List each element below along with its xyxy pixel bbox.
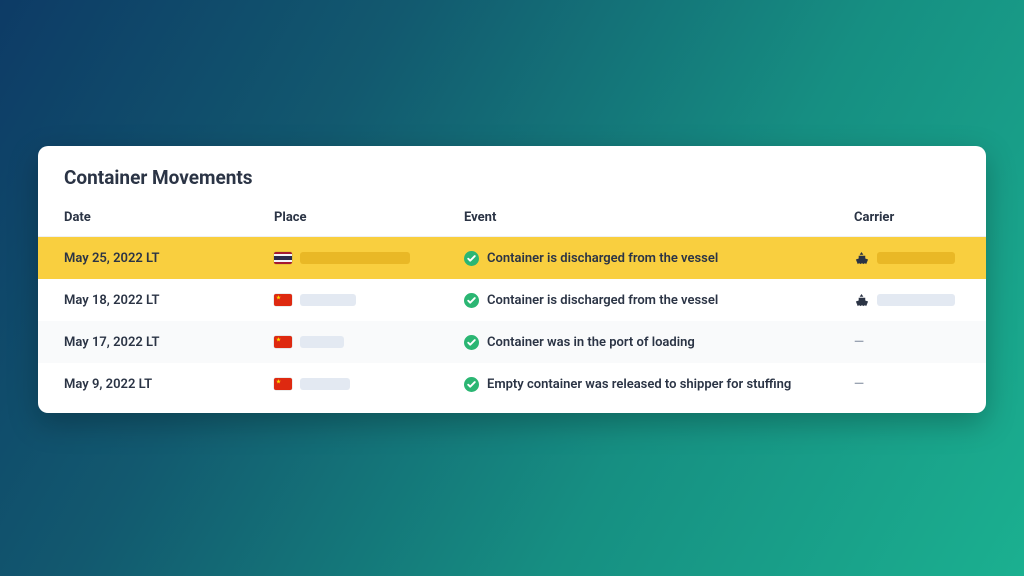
ship-icon (854, 293, 869, 308)
event-text: Container was in the port of loading (487, 335, 695, 350)
carrier-redacted (877, 252, 955, 264)
flag-cn-icon (274, 336, 292, 348)
flag-th-icon (274, 252, 292, 264)
carrier-cell: — (854, 335, 960, 350)
date-cell: May 25, 2022 LT (64, 251, 274, 266)
check-circle-icon (464, 251, 479, 266)
check-circle-icon (464, 293, 479, 308)
carrier-cell (854, 293, 960, 308)
ship-icon (854, 251, 869, 266)
date-cell: May 18, 2022 LT (64, 293, 274, 308)
col-header-date: Date (64, 210, 274, 225)
table-header: Date Place Event Carrier (38, 199, 986, 237)
event-cell: Container was in the port of loading (464, 335, 854, 350)
flag-cn-icon (274, 294, 292, 306)
card-title: Container Movements (38, 166, 986, 199)
dash-icon: — (854, 377, 864, 392)
carrier-cell (854, 251, 960, 266)
place-redacted (300, 378, 350, 390)
table-row[interactable]: May 9, 2022 LT Empty container was relea… (38, 363, 986, 405)
place-cell (274, 378, 464, 390)
event-text: Container is discharged from the vessel (487, 293, 718, 308)
place-redacted (300, 294, 356, 306)
col-header-event: Event (464, 210, 854, 225)
event-cell: Empty container was released to shipper … (464, 377, 854, 392)
place-cell (274, 294, 464, 306)
event-cell: Container is discharged from the vessel (464, 251, 854, 266)
place-cell (274, 336, 464, 348)
check-circle-icon (464, 335, 479, 350)
event-text: Container is discharged from the vessel (487, 251, 718, 266)
place-cell (274, 252, 464, 264)
movements-table: Date Place Event Carrier May 25, 2022 LT… (38, 199, 986, 405)
flag-cn-icon (274, 378, 292, 390)
movements-card: Container Movements Date Place Event Car… (38, 146, 986, 413)
event-text: Empty container was released to shipper … (487, 377, 791, 392)
date-cell: May 9, 2022 LT (64, 377, 274, 392)
table-row[interactable]: May 18, 2022 LT Container is discharged … (38, 279, 986, 321)
carrier-cell: — (854, 377, 960, 392)
table-row[interactable]: May 25, 2022 LT Container is discharged … (38, 237, 986, 279)
check-circle-icon (464, 377, 479, 392)
dash-icon: — (854, 335, 864, 350)
event-cell: Container is discharged from the vessel (464, 293, 854, 308)
page-background: Container Movements Date Place Event Car… (0, 0, 1024, 576)
col-header-place: Place (274, 210, 464, 225)
place-redacted (300, 336, 344, 348)
carrier-redacted (877, 294, 955, 306)
col-header-carrier: Carrier (854, 210, 960, 225)
place-redacted (300, 252, 410, 264)
table-row[interactable]: May 17, 2022 LT Container was in the por… (38, 321, 986, 363)
date-cell: May 17, 2022 LT (64, 335, 274, 350)
